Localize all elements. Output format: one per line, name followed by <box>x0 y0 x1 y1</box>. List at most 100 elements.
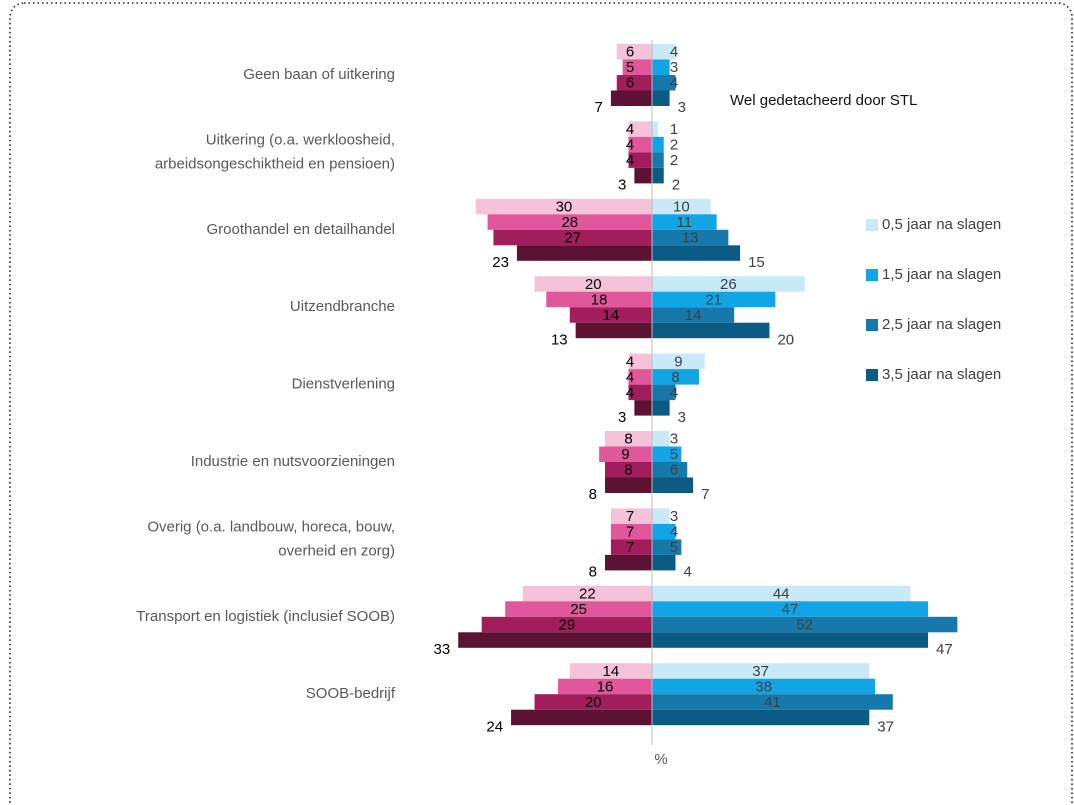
value-label: 9 <box>674 353 682 370</box>
x-axis-label: % <box>654 751 667 768</box>
bar <box>610 539 652 555</box>
value-label: 4 <box>626 384 634 401</box>
value-label: 7 <box>626 539 634 556</box>
bar <box>652 585 911 602</box>
bar <box>610 523 652 540</box>
bar <box>652 353 705 370</box>
value-label: 4 <box>670 75 678 92</box>
bar <box>652 369 699 385</box>
value-label: 6 <box>626 75 634 92</box>
value-label: 22 <box>579 586 596 603</box>
bar <box>605 462 652 478</box>
bar <box>481 616 652 633</box>
bar <box>652 276 805 292</box>
bar <box>652 121 658 137</box>
bar <box>493 229 652 246</box>
value-label: 6 <box>670 462 678 479</box>
value-label: 3 <box>670 431 678 448</box>
value-label: 9 <box>621 446 629 463</box>
value-label: 2 <box>670 137 678 154</box>
legend-label: 3,5 jaar na slagen <box>882 366 1001 383</box>
value-label: 3 <box>670 59 678 76</box>
category-label: Uitkering (o.a. werkloosheid, <box>206 131 395 148</box>
value-label: 5 <box>670 539 678 556</box>
bar <box>652 462 688 478</box>
bar <box>505 601 652 617</box>
bar <box>628 136 652 153</box>
category-label: arbeidsongeschiktheid en pensioen) <box>155 155 395 172</box>
value-label: 41 <box>764 694 781 711</box>
value-label: 13 <box>551 331 568 348</box>
category-label: Industrie en nutsvoorzieningen <box>191 453 395 470</box>
bar <box>575 322 652 339</box>
category-label: Groothandel en detailhandel <box>207 221 395 238</box>
value-label: 26 <box>720 276 737 293</box>
bar <box>652 446 682 462</box>
bar <box>652 539 682 555</box>
value-label: 16 <box>597 678 614 695</box>
bar <box>652 307 735 323</box>
bar <box>628 121 652 137</box>
bar <box>628 152 652 168</box>
value-label: 2 <box>672 177 680 194</box>
category-label: Overig (o.a. landbouw, horeca, bouw, <box>147 518 395 535</box>
bar <box>652 508 670 524</box>
bar <box>610 508 652 524</box>
value-label: 7 <box>626 508 634 525</box>
value-label: 4 <box>670 44 678 61</box>
bar <box>628 369 652 385</box>
value-label: 7 <box>626 524 634 541</box>
bar <box>652 322 770 339</box>
bar <box>652 229 729 246</box>
bar <box>652 75 676 91</box>
legend-label: 2,5 jaar na slagen <box>882 316 1001 333</box>
bar <box>652 554 676 571</box>
value-label: 1 <box>670 121 678 138</box>
value-label: 2 <box>670 152 678 169</box>
value-label: 3 <box>678 409 686 426</box>
bar <box>522 585 652 602</box>
bar <box>652 214 717 230</box>
bar <box>652 709 870 726</box>
value-label: 37 <box>877 718 894 735</box>
bar <box>546 291 652 308</box>
value-label: 8 <box>624 462 632 479</box>
value-label: 23 <box>492 254 509 271</box>
bar <box>622 59 652 75</box>
bar <box>534 694 652 710</box>
bar <box>652 523 676 540</box>
bar <box>652 44 676 60</box>
value-label: 13 <box>682 230 699 247</box>
value-label: 28 <box>561 214 578 231</box>
bar <box>652 152 664 168</box>
bar <box>558 678 652 695</box>
value-label: 4 <box>626 369 634 386</box>
value-label: 21 <box>705 291 722 308</box>
bar <box>628 353 652 370</box>
legend-label: 0,5 jaar na slagen <box>882 216 1001 233</box>
value-label: 10 <box>673 199 690 216</box>
value-label: 4 <box>683 564 691 581</box>
legend-label: 1,5 jaar na slagen <box>882 266 1001 283</box>
bar <box>634 167 652 184</box>
legend-swatch <box>866 219 878 231</box>
value-label: 47 <box>782 601 799 618</box>
value-label: 4 <box>670 524 678 541</box>
category-label: Transport en logistiek (inclusief SOOB) <box>136 608 395 625</box>
value-label: 15 <box>748 254 765 271</box>
value-label: 5 <box>626 59 634 76</box>
bar <box>605 431 652 447</box>
bar <box>652 167 664 184</box>
category-label: overheid en zorg) <box>278 542 395 559</box>
bar <box>511 709 652 726</box>
bar <box>569 663 652 679</box>
value-label: 25 <box>570 601 587 618</box>
bar <box>652 632 929 648</box>
value-label: 4 <box>670 384 678 401</box>
bar <box>652 291 776 308</box>
category-label: SOOB-bedrijf <box>306 685 396 702</box>
bar <box>652 663 870 679</box>
value-label: 52 <box>796 617 813 634</box>
value-label: 38 <box>755 678 772 695</box>
